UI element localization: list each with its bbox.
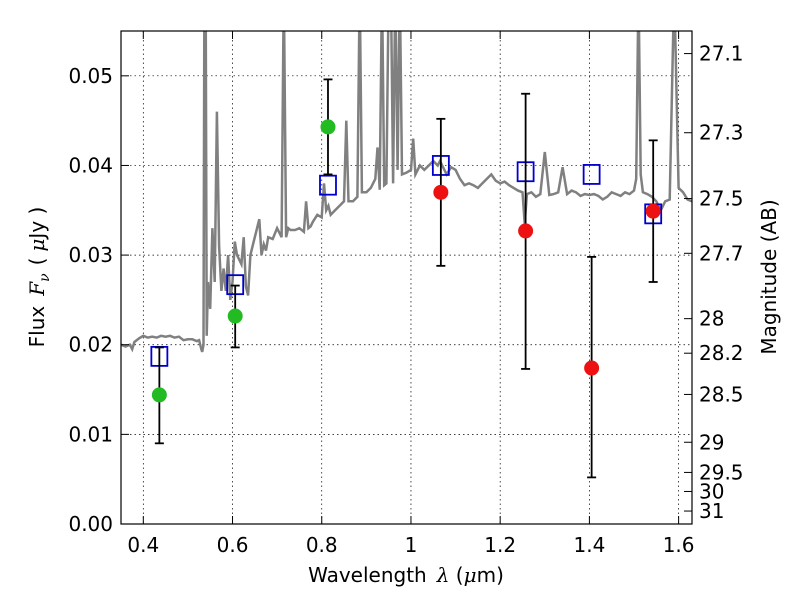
- spectrum-line: [121, 31, 692, 353]
- x-tick-label: 0.4: [127, 533, 159, 557]
- model-square-marker: [582, 164, 601, 185]
- y-tick-label: 0.04: [68, 153, 113, 177]
- y-tick-label: 0.05: [68, 64, 113, 88]
- y2-axis-label: Magnitude (AB): [757, 199, 781, 354]
- mag-tick-label: 31: [699, 499, 724, 523]
- plot-area: [121, 31, 692, 479]
- y-tick-label: 0.03: [68, 243, 113, 267]
- mag-tick-label: 27.7: [699, 241, 744, 265]
- red-data-point: [433, 184, 449, 200]
- mag-tick-label: 28.5: [699, 382, 744, 406]
- y-tick-label: 0.01: [68, 422, 113, 446]
- mag-tick-label: 29: [699, 430, 724, 454]
- red-data-point: [584, 360, 600, 376]
- mag-tick-label: 27.1: [699, 42, 744, 66]
- observed-points: [151, 119, 661, 403]
- mag-tick-label: 28: [699, 307, 724, 331]
- y-axis-label: FluxFν(μJy ): [25, 207, 53, 348]
- axis-ticks: 0.4 0.6 0.8 1 1.2 1.4 1.6 0.00 0.01 0.02 0.03 0.04 0…: [68, 31, 744, 557]
- green-data-point: [227, 308, 243, 324]
- y-tick-label: 0.00: [68, 512, 113, 536]
- plot-frame: [120, 30, 693, 525]
- x-axis-label: Wavelength λ (μm): [308, 563, 504, 587]
- mag-tick-label: 29.5: [699, 460, 744, 484]
- mag-tick-label: 30: [699, 479, 724, 503]
- mag-tick-label: 28.2: [699, 341, 744, 365]
- x-tick-label: 1.2: [484, 533, 516, 557]
- model-square-marker: [319, 174, 337, 196]
- x-tick-label: 1.4: [573, 533, 605, 557]
- red-data-point: [518, 223, 534, 239]
- y-tick-label: 0.02: [68, 333, 113, 357]
- red-data-point: [645, 203, 661, 219]
- x-tick-label: 0.8: [306, 533, 338, 557]
- mag-tick-label: 27.5: [699, 187, 744, 211]
- x-tick-label: 1: [405, 533, 418, 557]
- green-data-point: [151, 387, 167, 403]
- x-tick-label: 1.6: [663, 533, 695, 557]
- green-data-point: [320, 119, 336, 135]
- mag-tick-label: 27.3: [699, 121, 744, 145]
- x-tick-label: 0.6: [217, 533, 249, 557]
